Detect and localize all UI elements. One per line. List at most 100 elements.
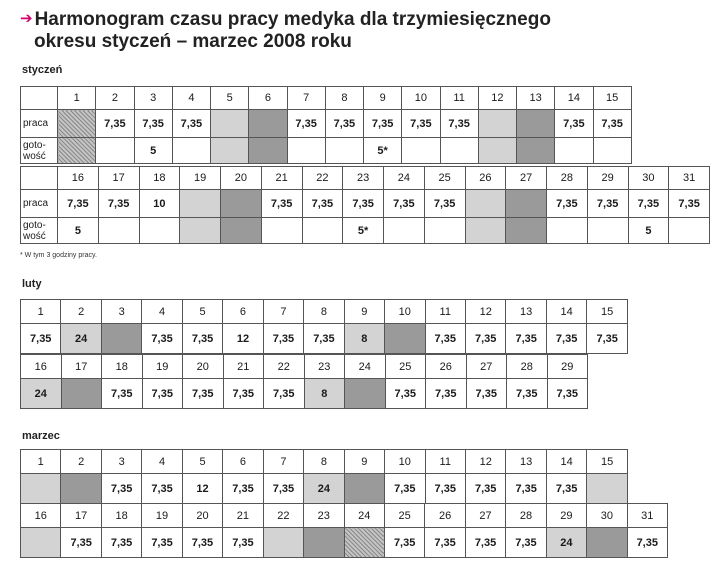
hours-cell: 7,35 xyxy=(505,473,547,504)
day-number-cell: 15 xyxy=(586,449,628,474)
day-number-cell: 13 xyxy=(505,299,547,324)
hours-cell: 7,35 xyxy=(101,378,143,409)
praca-hours-cell: 7,35 xyxy=(97,189,140,218)
hours-cell: 7,35 xyxy=(383,527,426,558)
gotowosc-row: goto-wość 5 5* xyxy=(20,137,670,164)
hours-cell: 7,35 xyxy=(262,323,305,354)
hours-cell: 7,35 xyxy=(141,323,183,354)
day-number-cell: 3 xyxy=(100,449,143,474)
praca-hours-cell: 7,35 xyxy=(133,109,173,138)
hours-cell: 24 xyxy=(545,527,588,558)
day-number-cell: 7 xyxy=(286,86,326,110)
gotowosc-hours-cell xyxy=(138,217,181,244)
schedule-styczen-part2: 16 17 18 19 20 21 22 23 24 25 26 27 28 29 30 31 praca 7,… xyxy=(20,166,710,244)
gotowosc-hours-cell: 5* xyxy=(342,217,384,244)
praca-hours-cell: 7,35 xyxy=(546,189,588,218)
day-number-cell: 6 xyxy=(248,86,288,110)
month-title-marzec: marzec xyxy=(22,430,60,442)
gotowosc-hours-cell: 5 xyxy=(627,217,670,244)
day-number-cell: 6 xyxy=(222,299,264,324)
hours-cell: 24 xyxy=(303,473,345,504)
hours-cell xyxy=(586,527,628,558)
month-title-luty: luty xyxy=(22,278,42,290)
day-number-cell: 9 xyxy=(343,449,386,474)
day-number-cell: 27 xyxy=(505,166,547,190)
hours-cell: 7,35 xyxy=(141,473,183,504)
hours-cell xyxy=(343,527,385,558)
hours-cell: 7,35 xyxy=(545,473,588,504)
hours-cell: 7,35 xyxy=(424,527,466,558)
day-number-row: 1 2 3 4 5 6 7 8 9 10 11 12 13 14 15 xyxy=(20,86,670,110)
praca-hours-cell: 7,35 xyxy=(57,189,99,218)
hours-cell: 7,35 xyxy=(546,378,588,409)
hours-cell: 7,35 xyxy=(384,378,426,409)
gotowosc-hours-cell xyxy=(301,217,344,244)
hours-cell: 7,35 xyxy=(464,323,507,354)
hours-cell xyxy=(19,527,62,558)
hours-cell: 7,35 xyxy=(425,378,467,409)
praca-label: praca xyxy=(20,109,58,138)
day-number-cell: 31 xyxy=(626,503,669,528)
gotowosc-hours-cell xyxy=(56,137,97,164)
corner-cell xyxy=(20,86,58,110)
hours-cell: 7,35 xyxy=(505,323,547,354)
praca-hours-cell: 7,35 xyxy=(171,109,212,138)
schedule-marzec-part1: 1 2 3 4 5 6 7 8 9 10 11 12 13 14 15 7,35 7,35 12 7,35 7,35… xyxy=(19,449,628,504)
hours-cell: 24 xyxy=(20,378,62,409)
hours-cell xyxy=(262,527,305,558)
day-number-cell: 23 xyxy=(303,503,345,528)
gotowosc-hours-cell xyxy=(515,137,556,164)
day-number-cell: 19 xyxy=(179,166,221,190)
corner-cell xyxy=(20,166,58,190)
hours-cell xyxy=(100,323,143,354)
day-number-cell: 19 xyxy=(141,503,183,528)
day-number-cell: 19 xyxy=(141,354,183,379)
hours-cell: 7,35 xyxy=(384,473,426,504)
hours-cell: 7,35 xyxy=(182,378,224,409)
praca-hours-cell: 7,35 xyxy=(423,189,466,218)
hours-cell: 7,35 xyxy=(181,323,224,354)
hours-cell: 7,35 xyxy=(19,323,62,354)
gotowosc-hours-cell xyxy=(97,217,140,244)
praca-hours-cell xyxy=(179,189,221,218)
day-number-cell: 7 xyxy=(262,449,305,474)
schedule-luty-part1: 1 2 3 4 5 6 7 8 9 10 11 12 13 14 15 7,35 24 7,35 7,35 12 7,… xyxy=(19,299,628,354)
arrow-icon: ➔ xyxy=(20,10,33,27)
gotowosc-hours-cell: 5 xyxy=(57,217,99,244)
day-number-cell: 5 xyxy=(181,299,224,324)
day-number-cell: 29 xyxy=(545,503,588,528)
day-number-cell: 15 xyxy=(586,299,628,324)
day-number-cell: 10 xyxy=(401,86,441,110)
day-number-cell: 18 xyxy=(138,166,181,190)
title-line-1: Harmonogram czasu pracy medyka dla trzym… xyxy=(34,9,551,30)
hours-cell: 12 xyxy=(181,473,224,504)
hours-cell: 7,35 xyxy=(141,378,183,409)
day-number-cell: 4 xyxy=(141,299,183,324)
hours-cell: 8 xyxy=(343,323,386,354)
hours-cell xyxy=(19,473,62,504)
gotowosc-hours-cell xyxy=(248,137,288,164)
gotowosc-hours-cell xyxy=(220,217,262,244)
gotowosc-hours-cell xyxy=(505,217,547,244)
day-number-cell: 2 xyxy=(60,449,102,474)
gotowosc-hours-cell xyxy=(477,137,518,164)
day-number-cell: 20 xyxy=(181,503,224,528)
month-title-styczen: styczeń xyxy=(22,64,63,76)
day-number-cell: 9 xyxy=(343,299,386,324)
day-number-cell: 23 xyxy=(303,354,345,379)
praca-row: praca 7,35 7,35 7,35 7,35 7,35 7,35 7,35 7,35 7,3… xyxy=(20,109,670,138)
hours-cell xyxy=(60,473,102,504)
day-number-cell: 21 xyxy=(222,503,264,528)
gotowosc-hours-cell xyxy=(383,217,425,244)
day-number-cell: 8 xyxy=(303,299,345,324)
hours-cell: 7,35 xyxy=(60,527,102,558)
day-number-cell: 12 xyxy=(464,449,507,474)
day-number-cell: 14 xyxy=(545,449,588,474)
gotowosc-hours-cell: 5* xyxy=(362,137,403,164)
gotowosc-hours-cell xyxy=(464,217,507,244)
hours-cell: 7,35 xyxy=(465,378,507,409)
praca-hours-cell: 10 xyxy=(138,189,181,218)
hours-row: 24 7,35 7,35 7,35 7,35 7,35 8 7,35 7,35 7,35 7,35 7… xyxy=(20,378,588,409)
day-number-cell: 25 xyxy=(423,166,466,190)
hours-cell: 7,35 xyxy=(424,473,466,504)
